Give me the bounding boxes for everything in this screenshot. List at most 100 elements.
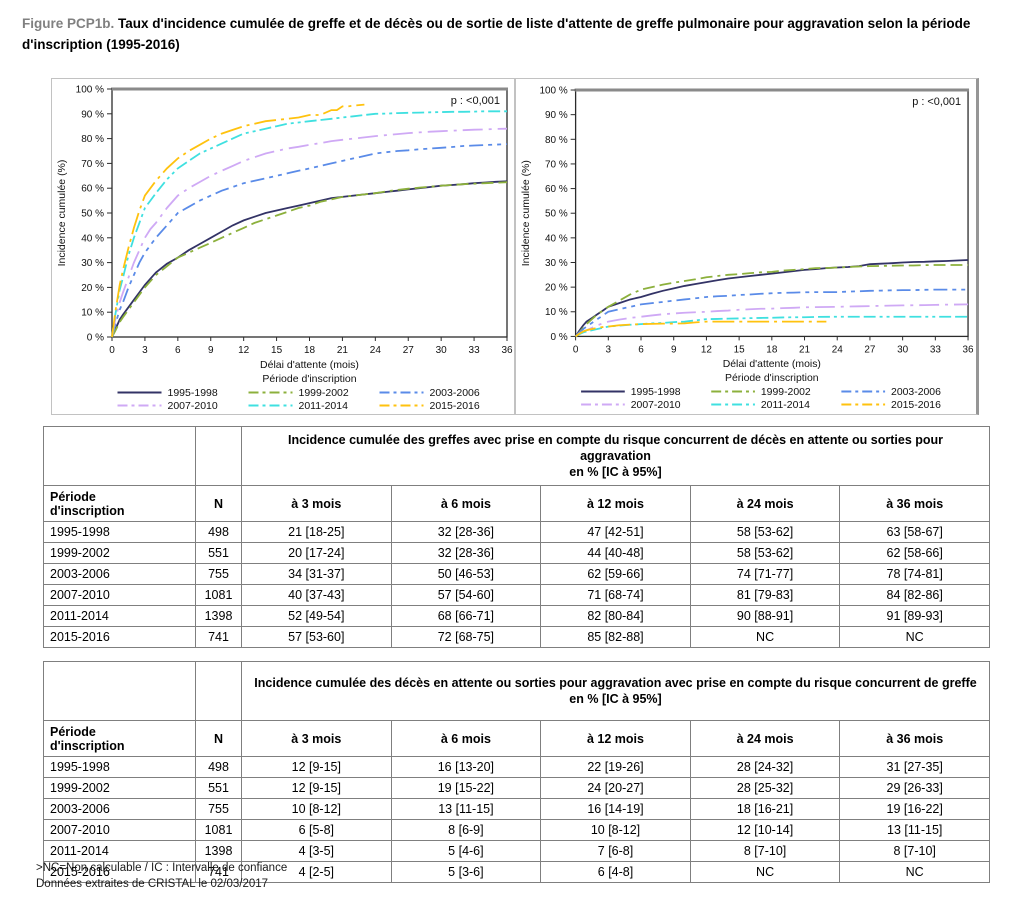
value-cell: 16 [14-19] xyxy=(540,798,691,820)
legend-label-2011-2014: 2011-2014 xyxy=(299,400,349,412)
value-cell: 84 [82-86] xyxy=(839,584,990,606)
table-row: 2007-2010 1081 6 [5-8] 8 [6-9] 10 [8-12] 12 [… xyxy=(43,819,990,841)
y-tick-label: 50 % xyxy=(545,209,568,220)
period-cell: 2011-2014 xyxy=(43,840,196,862)
value-cell: 90 [88-91] xyxy=(689,605,841,627)
legend-title: Période d'inscription xyxy=(725,373,819,384)
greffe-incidence-table: Incidence cumulée des greffes avec prise… xyxy=(43,426,990,648)
deces-incidence-table: Incidence cumulée des décès en attente o… xyxy=(43,661,990,883)
y-tick-label: 100 % xyxy=(76,85,104,96)
x-tick-label: 21 xyxy=(337,345,349,356)
y-tick-label: 60 % xyxy=(81,184,104,195)
x-tick-label: 3 xyxy=(142,345,148,356)
table-row: 2011-2014 1398 52 [49-54] 68 [66-71] 82 [80-… xyxy=(43,605,990,627)
y-tick-label: 20 % xyxy=(81,283,104,294)
x-tick-label: 27 xyxy=(864,344,876,355)
x-tick-label: 30 xyxy=(897,344,909,355)
header-3mois: à 3 mois xyxy=(241,720,392,757)
table-row: 2003-2006 755 10 [8-12] 13 [11-15] 16 [14-19… xyxy=(43,798,990,820)
y-tick-label: 40 % xyxy=(81,233,104,244)
value-cell: 63 [58-67] xyxy=(839,521,990,543)
legend-title: Période d'inscription xyxy=(262,373,356,385)
period-cell: 2015-2016 xyxy=(43,861,196,883)
x-axis-label: Délai d'attente (mois) xyxy=(723,359,821,370)
value-cell: NC xyxy=(839,861,990,883)
series-line-1999-2002 xyxy=(111,181,508,338)
p-value-label: p : <0,001 xyxy=(912,96,961,108)
value-cell: 8 [6-9] xyxy=(390,819,542,841)
plot-border xyxy=(574,89,969,338)
value-cell: 62 [59-66] xyxy=(540,563,691,585)
y-tick-label: 60 % xyxy=(545,184,568,195)
chart-panel-greffe: 0 % 10 % 20 % 30 % 40 % 50 % 60 % 70 % 80 % 90 % 1… xyxy=(51,78,515,415)
table-row: 1999-2002 551 20 [17-24] 32 [28-36] 44 [40-4… xyxy=(43,542,990,564)
header-36mois: à 36 mois xyxy=(839,485,990,522)
x-tick-label: 24 xyxy=(832,344,844,355)
period-cell: 2003-2006 xyxy=(43,798,196,820)
header-n: N xyxy=(195,485,242,522)
value-cell: 12 [10-14] xyxy=(689,819,841,841)
value-cell: 12 [9-15] xyxy=(241,777,392,799)
value-cell: 74 [71-77] xyxy=(689,563,841,585)
y-tick-label: 90 % xyxy=(545,110,568,121)
series-line-2003-2006 xyxy=(111,143,508,338)
value-cell: 29 [26-33] xyxy=(839,777,990,799)
y-tick-label: 50 % xyxy=(81,209,104,220)
value-cell: 551 xyxy=(195,777,242,799)
header-periode: Période d'inscription xyxy=(43,720,196,757)
series-line-2011-2014 xyxy=(111,110,507,338)
table-subtitle-text: en % [IC à 95%] xyxy=(569,692,662,706)
header-12mois: à 12 mois xyxy=(540,485,691,522)
series-line-2011-2014 xyxy=(575,315,969,338)
x-axis-label: Délai d'attente (mois) xyxy=(260,359,359,371)
legend-label-2015-2016: 2015-2016 xyxy=(891,400,941,411)
value-cell: 28 [24-32] xyxy=(689,756,841,778)
y-tick-label: 100 % xyxy=(540,85,568,96)
x-tick-label: 12 xyxy=(238,345,250,356)
blank-cell xyxy=(195,661,242,721)
table-subtitle-text: en % [IC à 95%] xyxy=(569,465,662,480)
legend-label-1995-1998: 1995-1998 xyxy=(631,387,681,398)
value-cell: 57 [53-60] xyxy=(241,626,392,648)
period-cell: 2015-2016 xyxy=(43,626,196,648)
figure-title: Figure PCP1b. Taux d'incidence cumulée d… xyxy=(22,14,987,56)
table-title-row: Incidence cumulée des greffes avec prise… xyxy=(43,426,990,486)
value-cell: 498 xyxy=(195,756,242,778)
x-tick-label: 27 xyxy=(403,345,415,356)
deces-incidence-chart: 0 % 10 % 20 % 30 % 40 % 50 % 60 % 70 % 80 % 90 % 1… xyxy=(521,85,975,411)
header-6mois: à 6 mois xyxy=(390,485,542,522)
x-tick-label: 21 xyxy=(799,344,811,355)
header-periode: Période d'inscription xyxy=(43,485,196,522)
value-cell: 78 [74-81] xyxy=(839,563,990,585)
table-row: 2007-2010 1081 40 [37-43] 57 [54-60] 71 [68-… xyxy=(43,584,990,606)
value-cell: 5 [4-6] xyxy=(390,840,542,862)
header-36mois: à 36 mois xyxy=(839,720,990,757)
table-row: 2011-2014 1398 4 [3-5] 5 [4-6] 7 [6-8] 8 [7-1… xyxy=(43,840,990,862)
table-header-row: Période d'inscription N à 3 mois à 6 moi… xyxy=(43,485,990,522)
y-axis-label: Incidence cumulée (%) xyxy=(56,160,68,267)
value-cell: 13 [11-15] xyxy=(390,798,542,820)
footnote-nc: >NC=Non calculable / IC : Intervalle de … xyxy=(36,862,288,874)
value-cell: 28 [25-32] xyxy=(689,777,841,799)
x-tick-label: 12 xyxy=(701,344,713,355)
y-tick-label: 30 % xyxy=(81,258,104,269)
x-tick-label: 30 xyxy=(436,345,448,356)
legend-label-2003-2006: 2003-2006 xyxy=(891,387,941,398)
table-title-cell: Incidence cumulée des décès en attente o… xyxy=(241,661,990,721)
y-tick-label: 0 % xyxy=(551,332,568,343)
x-tick-label: 36 xyxy=(963,344,975,355)
x-tick-label: 36 xyxy=(501,345,513,356)
series-line-2007-2010 xyxy=(111,127,508,338)
value-cell: 91 [89-93] xyxy=(839,605,990,627)
value-cell: 741 xyxy=(195,861,242,883)
value-cell: 18 [16-21] xyxy=(689,798,841,820)
value-cell: 1398 xyxy=(195,605,242,627)
charts-row: 0 % 10 % 20 % 30 % 40 % 50 % 60 % 70 % 80 % 90 % 1… xyxy=(51,78,979,415)
value-cell: 81 [79-83] xyxy=(689,584,841,606)
period-cell: 2007-2010 xyxy=(43,819,196,841)
x-tick-label: 33 xyxy=(930,344,942,355)
table-row: 1995-1998 498 12 [9-15] 16 [13-20] 22 [19-26… xyxy=(43,756,990,778)
x-tick-label: 15 xyxy=(271,345,283,356)
table-row: 1999-2002 551 12 [9-15] 19 [15-22] 24 [20-27… xyxy=(43,777,990,799)
